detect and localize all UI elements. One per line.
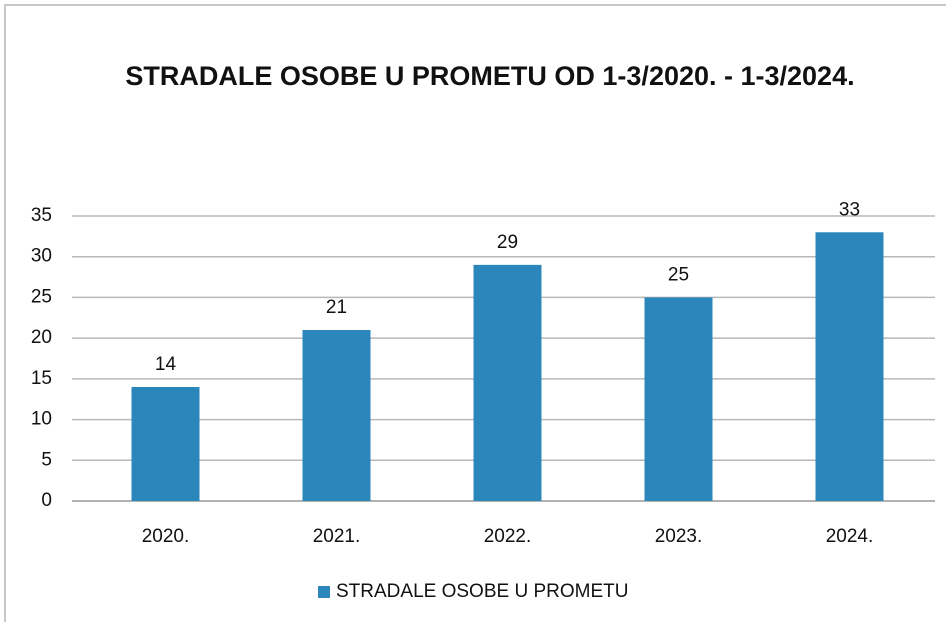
bar (473, 264, 542, 501)
y-tick-label: 30 (31, 246, 52, 267)
x-tick-label: 2021. (313, 526, 361, 547)
bar (644, 297, 713, 501)
chart-border (4, 4, 946, 622)
y-tick-label: 0 (41, 490, 52, 511)
y-tick-label: 20 (31, 327, 52, 348)
chart-title: STRADALE OSOBE U PROMETU OD 1-3/2020. - … (125, 61, 855, 91)
x-tick-label: 2024. (826, 526, 874, 547)
y-tick-label: 15 (31, 368, 52, 389)
x-tick-label: 2022. (484, 526, 532, 547)
data-label: 29 (497, 232, 518, 253)
y-tick-label: 35 (31, 205, 52, 226)
y-tick-label: 25 (31, 286, 52, 307)
x-tick-label: 2020. (142, 526, 190, 547)
legend-swatch (318, 586, 330, 598)
data-label: 33 (839, 199, 860, 220)
y-tick-label: 5 (41, 449, 52, 470)
data-label: 25 (668, 264, 689, 285)
bar (302, 330, 371, 501)
data-label: 21 (326, 297, 347, 318)
legend-label: STRADALE OSOBE U PROMETU (336, 581, 628, 602)
bar (131, 387, 200, 501)
bar (815, 232, 884, 502)
x-tick-label: 2023. (655, 526, 703, 547)
y-tick-label: 10 (31, 409, 52, 430)
data-label: 14 (155, 354, 177, 375)
